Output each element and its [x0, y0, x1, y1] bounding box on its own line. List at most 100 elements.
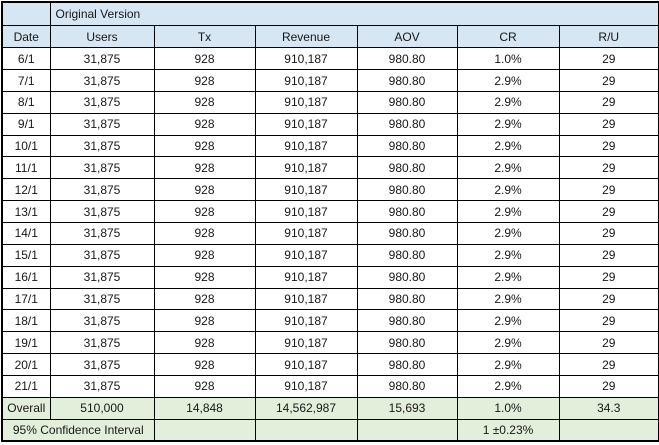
table-row: 9/1 31,875 928 910,187 980.80 2.9% 29: [1, 112, 659, 136]
cell-revenue: 910,187: [254, 112, 358, 136]
cell-aov: 980.80: [356, 90, 458, 114]
cell-tx: 928: [153, 374, 256, 398]
table-title: Original Version: [49, 1, 659, 27]
cell-cr: 2.9%: [456, 178, 560, 202]
table-row: 16/1 31,875 928 910,187 980.80 2.9% 29: [1, 265, 659, 289]
cell-tx: 928: [153, 69, 256, 92]
cell-date: 6/1: [1, 47, 51, 71]
cell-aov: 980.80: [356, 69, 458, 92]
cell-users: 31,875: [49, 353, 155, 376]
cell-revenue: 910,187: [254, 243, 358, 267]
cell-cr: 2.9%: [456, 134, 560, 158]
cell-revenue: 910,187: [254, 69, 358, 92]
cell-cr: 2.9%: [456, 112, 560, 136]
cell-date: 9/1: [1, 112, 51, 136]
cell-aov: 980.80: [356, 156, 458, 180]
table-row: 8/1 31,875 928 910,187 980.80 2.9% 29: [1, 90, 659, 114]
cell-users: 31,875: [49, 331, 155, 355]
cell-ru: 29: [558, 287, 659, 311]
cell-ru: 29: [558, 331, 659, 355]
overall-label: Overall: [1, 396, 51, 420]
cell-users: 31,875: [49, 200, 155, 224]
cell-ru: 29: [558, 374, 659, 398]
cell-aov: 980.80: [356, 222, 458, 245]
cell-tx: 928: [153, 47, 256, 71]
table-row: 10/1 31,875 928 910,187 980.80 2.9% 29: [1, 134, 659, 158]
cell-cr: 2.9%: [456, 287, 560, 311]
cell-cr: 2.9%: [456, 200, 560, 224]
table-row: 12/1 31,875 928 910,187 980.80 2.9% 29: [1, 178, 659, 202]
column-header-tx: Tx: [153, 25, 256, 49]
column-header-cr: CR: [456, 25, 560, 49]
cell-revenue: 910,187: [254, 90, 358, 114]
cell-revenue: 910,187: [254, 47, 358, 71]
cell-cr: 2.9%: [456, 309, 560, 333]
cell-aov: 980.80: [356, 287, 458, 311]
cell-tx: 928: [153, 134, 256, 158]
overall-ru-cell: 34.3: [558, 396, 659, 420]
cell-cr: 2.9%: [456, 331, 560, 355]
cell-date: 16/1: [1, 265, 51, 289]
confidence-aov-cell: [356, 418, 458, 442]
table-row: 6/1 31,875 928 910,187 980.80 1.0% 29: [1, 47, 659, 71]
cell-users: 31,875: [49, 178, 155, 202]
cell-revenue: 910,187: [254, 134, 358, 158]
cell-ru: 29: [558, 353, 659, 376]
cell-cr: 2.9%: [456, 265, 560, 289]
cell-users: 31,875: [49, 243, 155, 267]
cell-aov: 980.80: [356, 178, 458, 202]
overall-users-cell: 510,000: [49, 396, 155, 420]
cell-tx: 928: [153, 222, 256, 245]
cell-tx: 928: [153, 309, 256, 333]
cell-tx: 928: [153, 156, 256, 180]
data-rows: 6/1 31,875 928 910,187 980.80 1.0% 29 7/1 31,875…: [1, 47, 659, 398]
cell-tx: 928: [153, 90, 256, 114]
cell-users: 31,875: [49, 69, 155, 92]
cell-users: 31,875: [49, 47, 155, 71]
cell-cr: 2.9%: [456, 353, 560, 376]
cell-cr: 2.9%: [456, 156, 560, 180]
cell-ru: 29: [558, 243, 659, 267]
cell-date: 11/1: [1, 156, 51, 180]
cell-ru: 29: [558, 178, 659, 202]
table-row: 13/1 31,875 928 910,187 980.80 2.9% 29: [1, 200, 659, 224]
confidence-interval-label: 95% Confidence Interval: [1, 418, 155, 442]
cell-tx: 928: [153, 112, 256, 136]
column-header-ru: R/U: [558, 25, 659, 49]
cell-date: 18/1: [1, 309, 51, 333]
confidence-cr-cell: 1 ±0.23%: [456, 418, 560, 442]
cell-users: 31,875: [49, 156, 155, 180]
overall-aov-cell: 15,693: [356, 396, 458, 420]
cell-tx: 928: [153, 265, 256, 289]
table-row: 14/1 31,875 928 910,187 980.80 2.9% 29: [1, 222, 659, 245]
cell-date: 21/1: [1, 374, 51, 398]
confidence-ru-cell: [558, 418, 659, 442]
cell-date: 19/1: [1, 331, 51, 355]
cell-aov: 980.80: [356, 265, 458, 289]
cell-aov: 980.80: [356, 374, 458, 398]
cell-aov: 980.80: [356, 243, 458, 267]
cell-ru: 29: [558, 90, 659, 114]
cell-ru: 29: [558, 156, 659, 180]
cell-cr: 2.9%: [456, 90, 560, 114]
confidence-revenue-cell: [254, 418, 358, 442]
cell-tx: 928: [153, 353, 256, 376]
table-row: 20/1 31,875 928 910,187 980.80 2.9% 29: [1, 353, 659, 376]
cell-date: 8/1: [1, 90, 51, 114]
overall-revenue-cell: 14,562,987: [254, 396, 358, 420]
cell-cr: 2.9%: [456, 69, 560, 92]
cell-users: 31,875: [49, 374, 155, 398]
cell-cr: 2.9%: [456, 374, 560, 398]
banner-row: Original Version: [1, 1, 659, 27]
cell-users: 31,875: [49, 134, 155, 158]
cell-ru: 29: [558, 112, 659, 136]
cell-revenue: 910,187: [254, 374, 358, 398]
overall-tx-cell: 14,848: [153, 396, 256, 420]
cell-ru: 29: [558, 309, 659, 333]
column-header-date: Date: [1, 25, 51, 49]
cell-ru: 29: [558, 200, 659, 224]
banner-corner-cell: [1, 1, 51, 27]
cell-date: 13/1: [1, 200, 51, 224]
cell-aov: 980.80: [356, 200, 458, 224]
column-header-revenue: Revenue: [254, 25, 358, 49]
